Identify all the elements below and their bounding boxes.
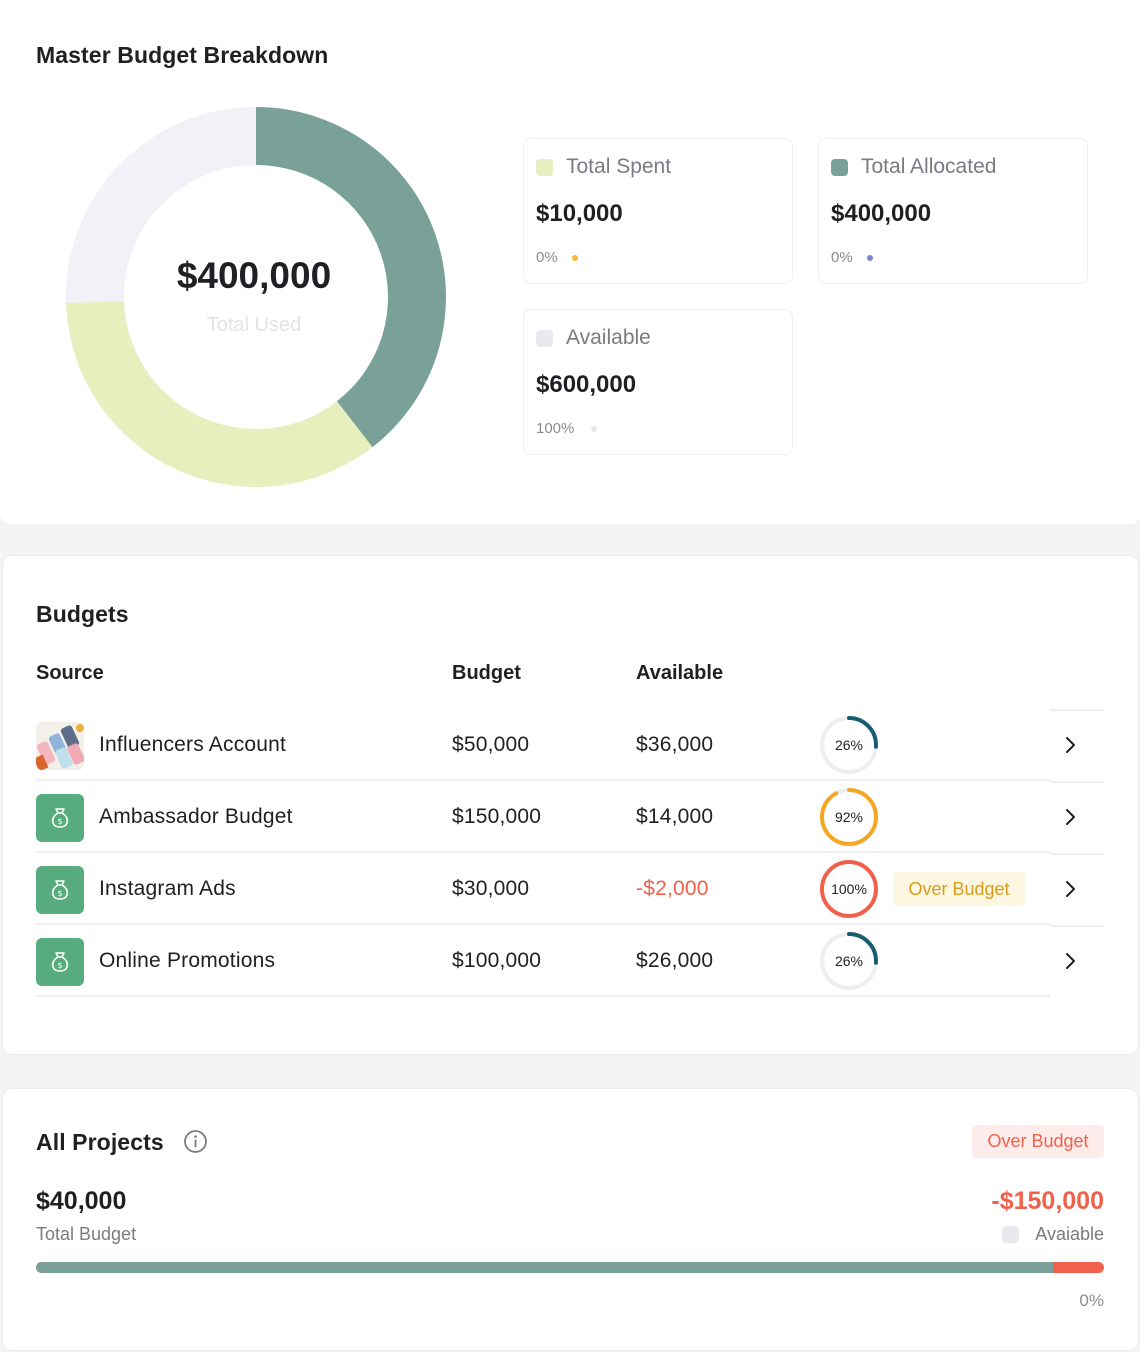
stat-card-available: Available $600,000 100% (523, 309, 793, 455)
all-projects-title: All Projects (36, 1129, 164, 1155)
budgets-title: Budgets (36, 601, 129, 627)
chevron-right-icon[interactable] (1064, 951, 1078, 971)
budget-amount: $150,000 (452, 805, 542, 828)
row-divider (36, 995, 1050, 997)
total-budget-value: $40,000 (36, 1187, 127, 1215)
chevron-right-icon[interactable] (1064, 735, 1078, 755)
progress-ring (820, 788, 878, 846)
source-name: Influencers Account (99, 733, 287, 756)
available-label: Avaiable (1035, 1224, 1104, 1244)
row-divider (1050, 781, 1104, 783)
progress-ring (820, 932, 878, 990)
source-name: Instagram Ads (99, 877, 236, 900)
svg-text:$: $ (57, 817, 62, 826)
progress-label: 26% (834, 737, 864, 753)
column-header-budget: Budget (452, 662, 521, 684)
row-divider (1050, 853, 1104, 855)
money-bag-icon: $ (36, 938, 84, 986)
available-swatch (536, 330, 553, 347)
donut-total-label: Total Used (206, 314, 302, 336)
available-amount: -$2,000 (636, 877, 709, 900)
total-spent-value: $10,000 (536, 200, 623, 227)
budget-progress-percent: 0% (1079, 1291, 1104, 1310)
column-header-available: Available (636, 662, 724, 684)
budget-row-online-promotions[interactable]: $ Online Promotions $100,000 $26,000 26% (36, 925, 1104, 997)
chevron-right-icon[interactable] (1064, 879, 1078, 899)
total-budget-label: Total Budget (36, 1224, 137, 1244)
available-dot (591, 426, 597, 432)
source-name: Ambassador Budget (99, 805, 293, 828)
progress-label: 100% (831, 881, 867, 897)
total-spent-dot (572, 255, 578, 261)
budget-row-ambassador-budget[interactable]: $ Ambassador Budget $150,000 $14,000 92% (36, 781, 1104, 853)
row-divider (1050, 925, 1104, 927)
total-allocated-label: Total Allocated (861, 155, 997, 178)
available-label: Available (566, 326, 651, 349)
phones-photo-icon (36, 722, 84, 770)
stat-card-total-allocated: Total Allocated $400,000 0% (818, 138, 1088, 284)
column-header-source: Source (36, 662, 104, 684)
influencers-account-thumbnail (36, 722, 84, 770)
over-budget-badge: Over Budget (972, 1125, 1104, 1158)
budgets-card (2, 555, 1139, 1055)
donut-total-value: $400,000 (176, 255, 332, 296)
stat-card-total-spent: Total Spent $10,000 0% (523, 138, 793, 284)
budget-row-influencers-account[interactable]: Influencers Account $50,000 $36,000 26% (36, 709, 1104, 781)
donut-segment-total-spent (66, 301, 373, 487)
money-bag-icon: $ (36, 794, 84, 842)
progress-ring (820, 860, 878, 918)
available-swatch (1002, 1226, 1019, 1243)
available-amount: $14,000 (636, 805, 714, 828)
progress-label: 92% (834, 809, 864, 825)
budget-progress-fill (36, 1262, 1053, 1273)
total-allocated-percent: 0% (831, 249, 853, 266)
available-amount: $26,000 (636, 949, 714, 972)
budget-amount: $50,000 (452, 733, 530, 756)
budget-amount: $30,000 (452, 877, 530, 900)
master-budget-title: Master Budget Breakdown (36, 42, 329, 68)
money-bag-icon: $ (36, 866, 84, 914)
progress-ring-fill (820, 716, 878, 774)
budget-amount: $100,000 (452, 949, 542, 972)
row-divider (36, 851, 1050, 853)
available-percent: 100% (536, 420, 575, 437)
budget-progress-bar (36, 1262, 1104, 1273)
total-spent-swatch (536, 159, 553, 176)
source-name: Online Promotions (99, 949, 276, 972)
budget-row-instagram-ads[interactable]: $ Instagram Ads $30,000 -$2,000 100% Ove… (36, 853, 1104, 925)
row-divider (1050, 709, 1104, 711)
svg-text:$: $ (57, 889, 62, 898)
progress-ring-fill (820, 932, 878, 990)
total-allocated-dot (867, 255, 873, 261)
svg-text:$: $ (57, 961, 62, 970)
total-spent-label: Total Spent (566, 155, 672, 178)
all-projects-card (2, 1088, 1139, 1351)
total-spent-percent: 0% (536, 249, 558, 266)
progress-ring-fill (820, 860, 878, 918)
total-allocated-value: $400,000 (831, 200, 932, 227)
available-value: $600,000 (536, 371, 637, 398)
over-budget-badge: Over Budget (893, 872, 1025, 906)
donut-segment-available (66, 107, 256, 303)
progress-ring (820, 716, 878, 774)
donut-segment-total-allocated (256, 107, 447, 448)
available-value: -$150,000 (991, 1187, 1104, 1215)
row-divider (36, 923, 1050, 925)
total-allocated-swatch (831, 159, 848, 176)
row-divider (36, 779, 1050, 781)
available-amount: $36,000 (636, 733, 714, 756)
chevron-right-icon[interactable] (1064, 807, 1078, 827)
progress-label: 26% (834, 953, 864, 969)
info-icon[interactable] (183, 1129, 208, 1154)
progress-ring-fill (820, 788, 878, 846)
budget-donut-chart (66, 107, 447, 487)
